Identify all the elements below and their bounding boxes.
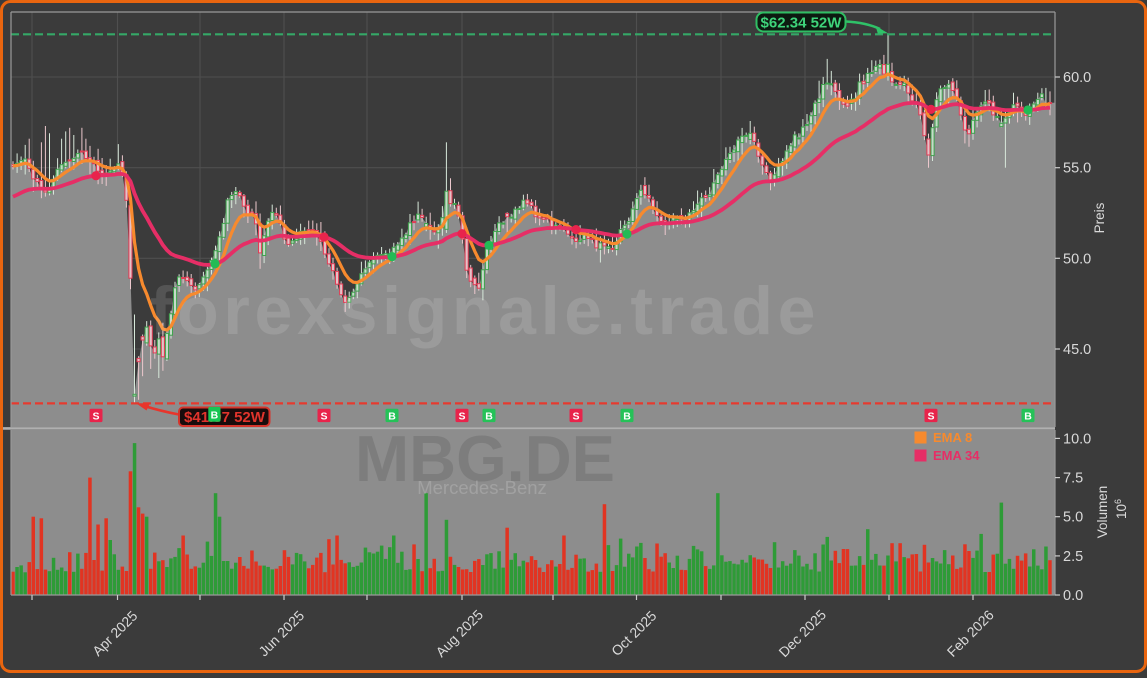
svg-text:forexsignale.trade: forexsignale.trade (150, 273, 820, 349)
svg-text:55.0: 55.0 (1063, 161, 1091, 177)
svg-text:50.0: 50.0 (1063, 251, 1091, 267)
svg-text:S: S (572, 410, 579, 422)
svg-text:7.5: 7.5 (1063, 471, 1083, 487)
svg-text:Volumen: Volumen (1095, 486, 1110, 539)
svg-text:$62.34 52W: $62.34 52W (761, 15, 843, 32)
svg-text:B: B (388, 410, 396, 422)
svg-text:2.5: 2.5 (1063, 549, 1083, 565)
svg-text:B: B (485, 410, 493, 422)
svg-text:EMA 34: EMA 34 (933, 448, 980, 463)
svg-text:5.0: 5.0 (1063, 510, 1083, 526)
svg-text:S: S (320, 410, 327, 422)
svg-text:106: 106 (1113, 499, 1129, 519)
svg-text:0.0: 0.0 (1063, 588, 1083, 604)
svg-text:B: B (1024, 410, 1032, 422)
svg-text:10.0: 10.0 (1063, 431, 1091, 447)
svg-text:EMA 8: EMA 8 (933, 430, 972, 445)
svg-text:MBG.DE: MBG.DE (355, 422, 615, 495)
svg-text:S: S (92, 410, 99, 422)
svg-text:Preis: Preis (1092, 202, 1107, 233)
svg-text:$41.97 52W: $41.97 52W (184, 409, 266, 426)
svg-text:S: S (927, 410, 934, 422)
svg-text:S: S (458, 410, 465, 422)
svg-text:60.0: 60.0 (1063, 70, 1091, 86)
svg-text:B: B (211, 410, 219, 422)
svg-text:B: B (623, 410, 631, 422)
svg-text:Mercedes-Benz: Mercedes-Benz (417, 477, 547, 498)
svg-text:45.0: 45.0 (1063, 342, 1091, 358)
